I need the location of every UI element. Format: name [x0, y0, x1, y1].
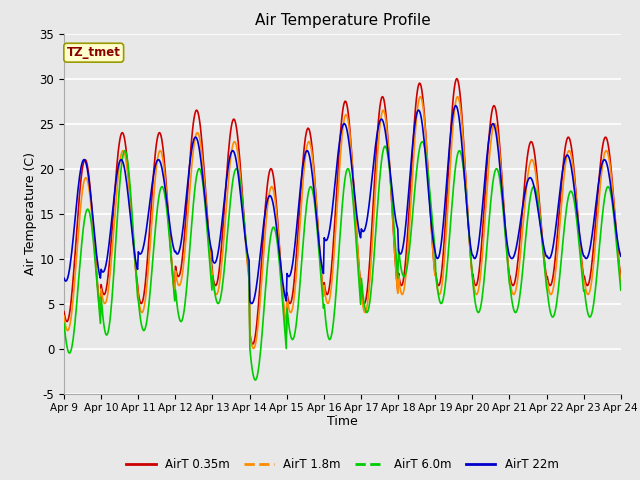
X-axis label: Time: Time — [327, 415, 358, 428]
Title: Air Temperature Profile: Air Temperature Profile — [255, 13, 430, 28]
Y-axis label: Air Temperature (C): Air Temperature (C) — [24, 152, 36, 275]
Text: TZ_tmet: TZ_tmet — [67, 46, 121, 59]
Legend: AirT 0.35m, AirT 1.8m, AirT 6.0m, AirT 22m: AirT 0.35m, AirT 1.8m, AirT 6.0m, AirT 2… — [122, 454, 563, 476]
